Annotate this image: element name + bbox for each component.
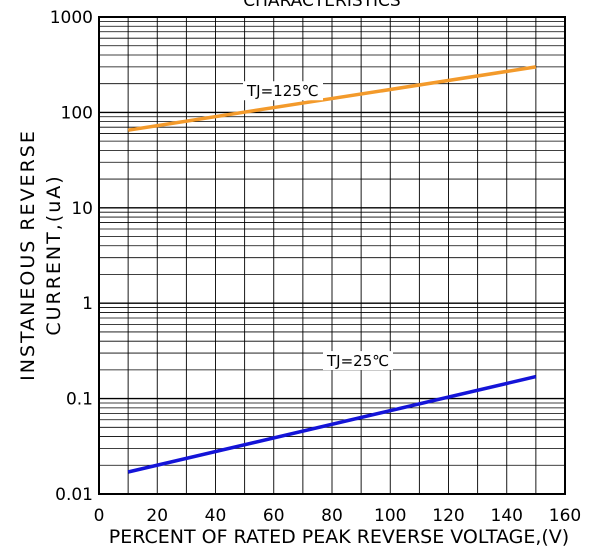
chart-grid xyxy=(99,17,565,494)
x-axis-label: PERCENT OF RATED PEAK REVERSE VOLTAGE,(V… xyxy=(109,526,569,548)
series-line xyxy=(127,374,537,474)
y-tick-label: 10 xyxy=(71,199,93,219)
series-label-background xyxy=(243,81,323,101)
series-layer: TJ=125℃ TJ=25℃ xyxy=(127,65,537,474)
series-label-background xyxy=(323,351,393,371)
y-axis-label-line2: CURRENT,(uA) xyxy=(43,174,65,335)
x-tick-label: 80 xyxy=(321,506,343,526)
plot-area-frame xyxy=(98,16,566,495)
chart-title: CHARACTERISTICS xyxy=(243,0,400,11)
x-tick-labels: 0 20 40 60 80 100 120 140 160 xyxy=(94,506,582,526)
series-label: TJ=25℃ xyxy=(326,352,389,370)
y-tick-label: 0.1 xyxy=(66,390,93,410)
series-label: TJ=125℃ xyxy=(246,82,319,100)
x-tick-label: 160 xyxy=(549,506,581,526)
x-tick-label: 0 xyxy=(94,506,105,526)
y-tick-label: 1000 xyxy=(50,8,93,28)
y-tick-label: 1 xyxy=(82,294,93,314)
y-axis-label-line1: INSTANEOUS REVERSE xyxy=(17,129,39,381)
x-tick-label: 40 xyxy=(205,506,227,526)
x-tick-label: 100 xyxy=(374,506,406,526)
y-tick-labels: 0.01 0.1 1 10 100 1000 xyxy=(50,8,93,505)
series-line xyxy=(127,65,537,132)
y-tick-label: 0.01 xyxy=(55,485,93,505)
x-tick-label: 140 xyxy=(491,506,523,526)
x-tick-label: 20 xyxy=(146,506,168,526)
x-tick-label: 120 xyxy=(432,506,464,526)
x-tick-label: 60 xyxy=(263,506,285,526)
y-tick-label: 100 xyxy=(61,103,93,123)
